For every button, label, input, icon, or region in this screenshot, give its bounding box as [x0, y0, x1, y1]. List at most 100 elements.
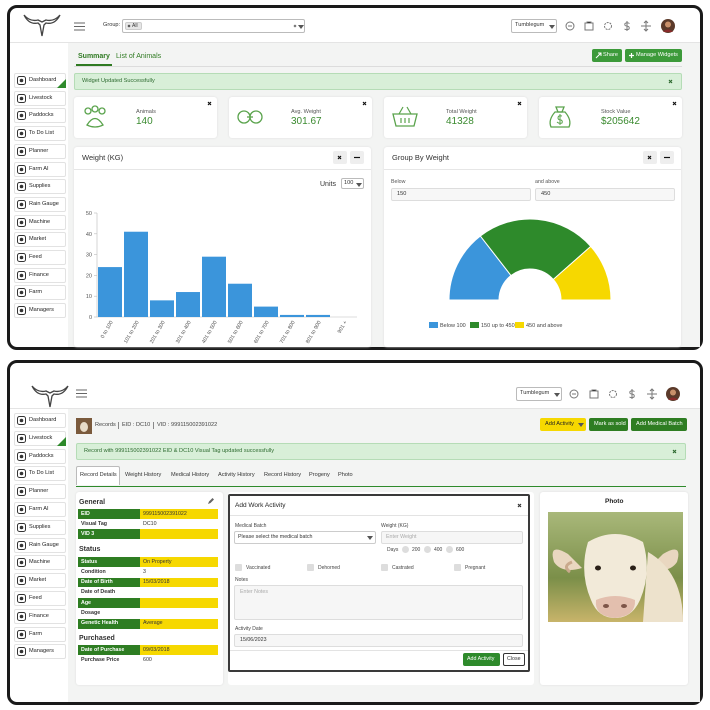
- weight-input[interactable]: [381, 531, 523, 544]
- close-icon[interactable]: [207, 101, 212, 106]
- header-icon[interactable]: [565, 21, 575, 31]
- sidebar-item[interactable]: [14, 143, 66, 159]
- sidebar-label[interactable]: Managers: [29, 648, 54, 655]
- sidebar-item[interactable]: [14, 519, 66, 535]
- button[interactable]: [589, 418, 628, 431]
- sidebar-item[interactable]: [14, 90, 66, 106]
- sidebar-item[interactable]: [14, 214, 66, 230]
- sidebar-label[interactable]: Planner: [29, 147, 49, 154]
- sidebar-label[interactable]: Rain Gauge: [29, 200, 59, 207]
- sidebar-item[interactable]: [14, 448, 66, 464]
- close-icon[interactable]: [672, 449, 677, 454]
- sidebar-item[interactable]: [14, 466, 66, 482]
- tab[interactable]: Summary: [78, 53, 110, 60]
- sidebar-label[interactable]: To Do List: [29, 470, 54, 477]
- sidebar-label[interactable]: Managers: [29, 307, 54, 314]
- tab[interactable]: List of Animals: [116, 53, 162, 60]
- radio[interactable]: [446, 546, 453, 553]
- sidebar-item[interactable]: [14, 303, 66, 319]
- close-icon[interactable]: [647, 155, 652, 160]
- sidebar-item[interactable]: [14, 591, 66, 606]
- above-input[interactable]: [535, 188, 675, 201]
- tab[interactable]: Photo: [338, 472, 353, 478]
- farm-select[interactable]: [511, 19, 557, 33]
- radio[interactable]: [424, 546, 431, 553]
- header-icon[interactable]: [641, 20, 651, 32]
- button[interactable]: [631, 418, 687, 431]
- checkbox[interactable]: [235, 564, 242, 571]
- header-icon[interactable]: [569, 389, 579, 399]
- sidebar-item[interactable]: [14, 232, 66, 248]
- tab[interactable]: Weight History: [125, 472, 162, 478]
- sidebar-item[interactable]: [14, 626, 66, 642]
- header-icon[interactable]: [647, 388, 657, 400]
- sidebar-label[interactable]: Dashboard: [29, 77, 57, 83]
- close-icon[interactable]: [517, 101, 522, 106]
- sidebar-label[interactable]: Market: [29, 236, 47, 243]
- farm-select[interactable]: [516, 387, 562, 401]
- tab[interactable]: Progeny: [309, 472, 330, 478]
- sidebar-label[interactable]: Dashboard: [29, 417, 57, 423]
- radio[interactable]: [402, 546, 409, 553]
- sidebar-label[interactable]: Machine: [29, 559, 51, 566]
- sidebar-label[interactable]: Finance: [29, 612, 49, 619]
- sidebar-item[interactable]: [14, 413, 66, 428]
- sidebar-item[interactable]: [14, 161, 66, 177]
- menu-button[interactable]: [76, 389, 87, 398]
- sidebar-item[interactable]: [14, 644, 66, 660]
- sidebar-item[interactable]: [14, 126, 66, 142]
- menu-button[interactable]: [74, 22, 85, 31]
- close-icon[interactable]: [362, 101, 367, 106]
- user-avatar[interactable]: [661, 19, 675, 33]
- header-icon[interactable]: [627, 389, 637, 399]
- sidebar-label[interactable]: Feed: [29, 254, 42, 260]
- close-button[interactable]: [503, 653, 525, 666]
- header-icon[interactable]: [603, 21, 613, 31]
- sidebar-label[interactable]: Planner: [29, 488, 49, 495]
- sidebar-label[interactable]: Supplies: [29, 523, 51, 530]
- sidebar-item[interactable]: [14, 267, 66, 283]
- sidebar-item[interactable]: [14, 502, 66, 517]
- notes-textarea[interactable]: [234, 585, 523, 620]
- close-icon[interactable]: [127, 24, 131, 28]
- sidebar-label[interactable]: Machine: [29, 218, 51, 225]
- close-icon[interactable]: [517, 503, 522, 508]
- edit-icon[interactable]: [208, 498, 214, 504]
- sidebar-label[interactable]: Paddocks: [29, 452, 54, 459]
- sidebar-item[interactable]: [14, 108, 66, 124]
- below-input[interactable]: [391, 188, 531, 201]
- sidebar-label[interactable]: Finance: [29, 271, 49, 278]
- submit-button[interactable]: [463, 653, 500, 666]
- sidebar-item[interactable]: [14, 250, 66, 265]
- sidebar-label[interactable]: Farm: [29, 289, 43, 296]
- tab[interactable]: Record Details: [80, 472, 117, 478]
- tab[interactable]: Record History: [264, 472, 301, 478]
- date-input[interactable]: [234, 634, 523, 647]
- sidebar-label[interactable]: Livestock: [29, 434, 53, 441]
- header-icon[interactable]: [608, 389, 618, 399]
- sidebar-item[interactable]: [14, 196, 66, 212]
- sidebar-label[interactable]: Supplies: [29, 183, 51, 190]
- checkbox[interactable]: [381, 564, 388, 571]
- button[interactable]: [540, 418, 586, 431]
- sidebar-item[interactable]: [14, 573, 66, 589]
- sidebar-item[interactable]: [14, 484, 66, 500]
- sidebar-label[interactable]: Farm AI: [29, 165, 49, 172]
- sidebar-item[interactable]: [14, 285, 66, 301]
- sidebar-label[interactable]: Paddocks: [29, 112, 54, 119]
- sidebar-label[interactable]: Farm AI: [29, 506, 49, 512]
- sidebar-label[interactable]: Livestock: [29, 94, 53, 101]
- button[interactable]: [625, 49, 682, 62]
- tab[interactable]: Medical History: [171, 472, 210, 478]
- group-select[interactable]: [122, 19, 305, 33]
- sidebar-item[interactable]: [14, 555, 66, 571]
- sidebar-item[interactable]: [14, 537, 66, 553]
- close-icon[interactable]: [293, 24, 297, 28]
- header-icon[interactable]: [589, 389, 599, 399]
- sidebar-label[interactable]: Feed: [29, 595, 42, 601]
- close-icon[interactable]: [672, 101, 677, 106]
- medical-batch-select[interactable]: [234, 531, 376, 544]
- header-icon[interactable]: [584, 21, 594, 31]
- user-avatar[interactable]: [666, 387, 680, 401]
- tab-active[interactable]: [76, 466, 120, 485]
